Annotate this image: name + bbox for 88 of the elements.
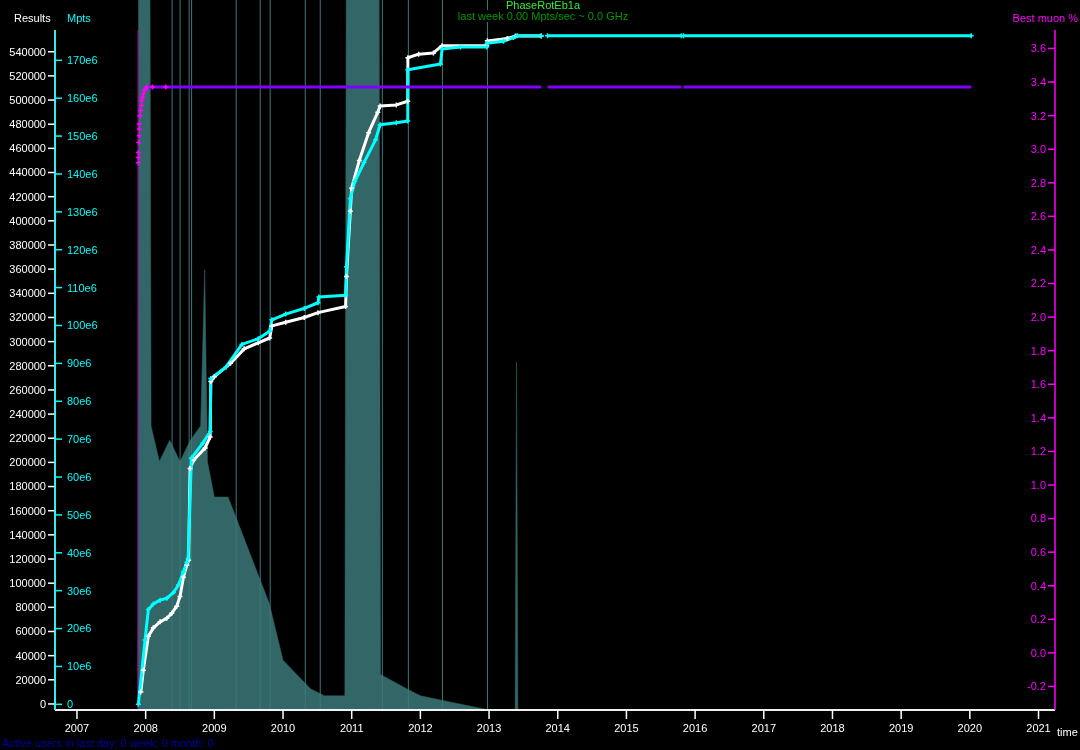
y3-tick-label: 3.2 [1030, 109, 1046, 122]
text: Active users in last day: 0 week: 0 month: 0 [2, 737, 214, 749]
y3-tick-label: 0.8 [1030, 512, 1046, 525]
x-tick-label: 2010 [270, 721, 296, 734]
y3-tick-label: 2.0 [1030, 311, 1046, 324]
x-tick-label: 2009 [202, 721, 227, 734]
y2-tick-label: 50e6 [67, 508, 92, 521]
x-tick-label: 2011 [339, 721, 364, 734]
y-tick-label: 120000 [9, 552, 46, 565]
y-tick-label: 320000 [9, 311, 46, 324]
y3-tick-label: 2.2 [1030, 277, 1046, 290]
y3-tick-label: 1.0 [1030, 478, 1046, 491]
y3-tick-label: 3.4 [1030, 75, 1046, 88]
y-tick-label: 400000 [9, 214, 46, 227]
y-tick-label: 140000 [9, 528, 46, 541]
chart-title: PhaseRotEb1a [504, 0, 582, 11]
y-tick-label: 220000 [9, 432, 46, 445]
y2-tick-label: 10e6 [67, 660, 92, 673]
y-tick-label: 160000 [9, 504, 46, 517]
y-tick-label: 520000 [9, 69, 46, 82]
y2-tick-label: 110e6 [67, 281, 97, 294]
y-tick-label: 60000 [15, 625, 46, 638]
y2-tick-label: 60e6 [67, 470, 92, 483]
y3-tick-label: 1.8 [1030, 344, 1046, 357]
y-tick-label: 420000 [9, 190, 46, 203]
y3-tick-label: 1.6 [1030, 378, 1046, 391]
y3-tick-label: 3.6 [1030, 42, 1046, 55]
y-tick-label: 480000 [9, 118, 46, 131]
y2-tick-label: 150e6 [67, 129, 98, 142]
y-tick-label: 0 [39, 697, 46, 710]
y3-tick-label: 2.8 [1030, 176, 1046, 189]
x-tick-label: 2017 [751, 721, 777, 734]
x-tick-label: 2019 [888, 721, 914, 734]
y-tick-label: 80000 [15, 601, 46, 614]
y3-tick-label: 2.6 [1030, 210, 1046, 223]
y-tick-label: 540000 [9, 45, 46, 58]
y3-tick-label: 0.6 [1030, 546, 1046, 559]
x-tick-label: 2020 [957, 721, 983, 734]
y-tick-label: 360000 [9, 263, 46, 276]
y3-tick-label: 1.4 [1030, 411, 1046, 424]
x-tick-label: 2016 [682, 721, 708, 734]
x-tick-label: 2013 [476, 721, 502, 734]
y3-tick-label: 0.2 [1030, 613, 1046, 626]
y-tick-label: 440000 [9, 166, 46, 179]
y-tick-label: 100000 [9, 577, 46, 590]
y3-tick-label: 3.0 [1030, 143, 1046, 156]
y3-tick-label: -0.2 [1027, 680, 1046, 693]
y2-tick-label: 140e6 [67, 167, 98, 180]
y-tick-label: 300000 [9, 335, 46, 348]
x-tick-label: 2018 [820, 721, 845, 734]
y-tick-label: 40000 [15, 649, 46, 662]
x-tick-label: 2008 [133, 721, 158, 734]
y3-tick-label: 1.2 [1030, 445, 1046, 458]
y2-axis-title: Mpts [67, 12, 91, 24]
y-tick-label: 260000 [9, 383, 46, 396]
x-tick-label: 2021 [1026, 721, 1051, 734]
x-tick-label: 2012 [408, 721, 433, 734]
y-tick-label: 180000 [9, 480, 46, 493]
y2-tick-label: 130e6 [67, 205, 98, 218]
y-tick-label: 280000 [9, 359, 46, 372]
y-tick-label: 240000 [9, 407, 46, 420]
y2-tick-label: 20e6 [67, 622, 92, 635]
y2-tick-label: 120e6 [67, 243, 98, 256]
y-axis-title: Results [14, 12, 51, 24]
x-tick-label: 2015 [614, 721, 639, 734]
x-axis-title: time [1057, 726, 1078, 738]
y3-tick-label: 2.4 [1030, 243, 1046, 256]
x-tick-label: 2007 [64, 721, 90, 734]
y-tick-label: 200000 [9, 456, 46, 469]
y-tick-label: 500000 [9, 93, 46, 106]
y2-tick-label: 90e6 [67, 357, 92, 370]
y2-tick-label: 100e6 [67, 319, 98, 332]
y2-tick-label: 0 [67, 698, 74, 711]
x-tick-label: 2014 [545, 721, 570, 734]
y3-tick-label: 0.4 [1030, 579, 1046, 592]
y2-tick-label: 30e6 [67, 584, 92, 597]
y-tick-label: 460000 [9, 142, 46, 155]
y-tick-label: 380000 [9, 238, 46, 251]
y3-tick-label: 0.0 [1030, 646, 1046, 659]
y2-tick-label: 160e6 [67, 92, 98, 105]
y-tick-label: 340000 [9, 287, 46, 300]
y3-axis-title: Best muon % [1012, 12, 1078, 24]
y-tick-label: 20000 [15, 673, 46, 686]
y2-tick-label: 40e6 [67, 546, 92, 559]
y2-tick-label: 170e6 [67, 54, 98, 67]
y2-tick-label: 80e6 [67, 395, 92, 408]
y2-tick-label: 70e6 [67, 433, 92, 446]
chart-subtitle: last week 0.00 Mpts/sec ~ 0.0 GHz [455, 10, 631, 22]
